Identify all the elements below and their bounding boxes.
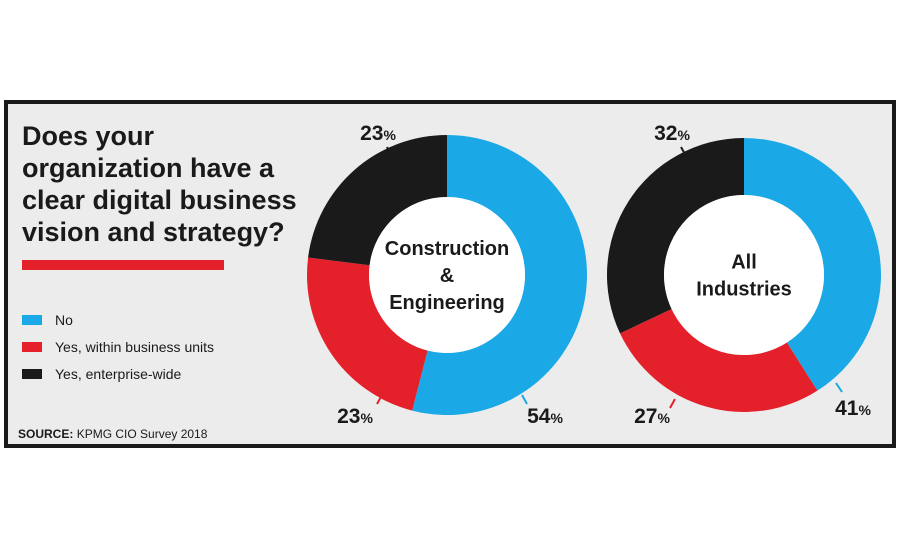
source-text: KPMG CIO Survey 2018 [76, 427, 208, 441]
value-tick-construction-engineering-no [521, 394, 528, 405]
donut-slice-all-industries-enterprise-wide [606, 137, 744, 334]
legend-label-no: No [55, 312, 73, 328]
legend-swatch-business-units [22, 342, 42, 352]
value-tick-construction-engineering-business-units [376, 394, 383, 405]
donut-slice-construction-engineering-no [412, 135, 587, 415]
donut-slice-construction-engineering-enterprise-wide [308, 135, 447, 266]
value-label-construction-engineering-business-units: 23% [337, 405, 373, 428]
value-tick-all-industries-business-units [669, 398, 676, 409]
donut-hole-construction-engineering [369, 197, 525, 353]
source-note: SOURCE: KPMG CIO Survey 2018 [18, 427, 207, 441]
chart-title: Does your organization have a clear digi… [22, 121, 297, 247]
legend-item-business-units: Yes, within business units [22, 337, 214, 357]
value-label-all-industries-enterprise-wide: 32% [654, 122, 690, 145]
legend-swatch-no [22, 315, 42, 325]
value-label-construction-engineering-enterprise-wide: 23% [360, 122, 396, 145]
legend-item-enterprise-wide: Yes, enterprise-wide [22, 364, 214, 384]
donut-center-label-construction-engineering: & [440, 265, 454, 287]
donut-center-label-construction-engineering: Engineering [389, 292, 505, 314]
donut-slice-all-industries-no [744, 138, 881, 391]
value-label-all-industries-no: 41% [835, 397, 871, 420]
legend-swatch-enterprise-wide [22, 369, 42, 379]
legend: No Yes, within business units Yes, enter… [22, 310, 214, 391]
title-underline [22, 260, 224, 270]
legend-label-enterprise-wide: Yes, enterprise-wide [55, 366, 182, 382]
value-label-construction-engineering-no: 54% [527, 405, 563, 428]
donut-slice-all-industries-business-units [620, 309, 818, 412]
legend-item-no: No [22, 310, 214, 330]
value-tick-construction-engineering-enterprise-wide [386, 146, 392, 157]
value-tick-all-industries-no [835, 382, 843, 393]
donut-hole-all-industries [664, 195, 824, 355]
value-tick-all-industries-enterprise-wide [680, 146, 687, 157]
donut-center-label-construction-engineering: Construction [385, 238, 509, 260]
donut-center-label-all-industries: All [731, 252, 757, 274]
source-label: SOURCE: [18, 427, 74, 441]
donut-slice-construction-engineering-business-units [307, 257, 428, 411]
value-label-all-industries-business-units: 27% [634, 405, 670, 428]
legend-label-business-units: Yes, within business units [55, 339, 215, 355]
donut-center-label-all-industries: Industries [696, 279, 792, 301]
